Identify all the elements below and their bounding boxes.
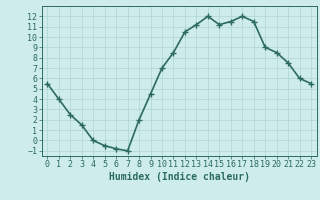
- X-axis label: Humidex (Indice chaleur): Humidex (Indice chaleur): [109, 172, 250, 182]
